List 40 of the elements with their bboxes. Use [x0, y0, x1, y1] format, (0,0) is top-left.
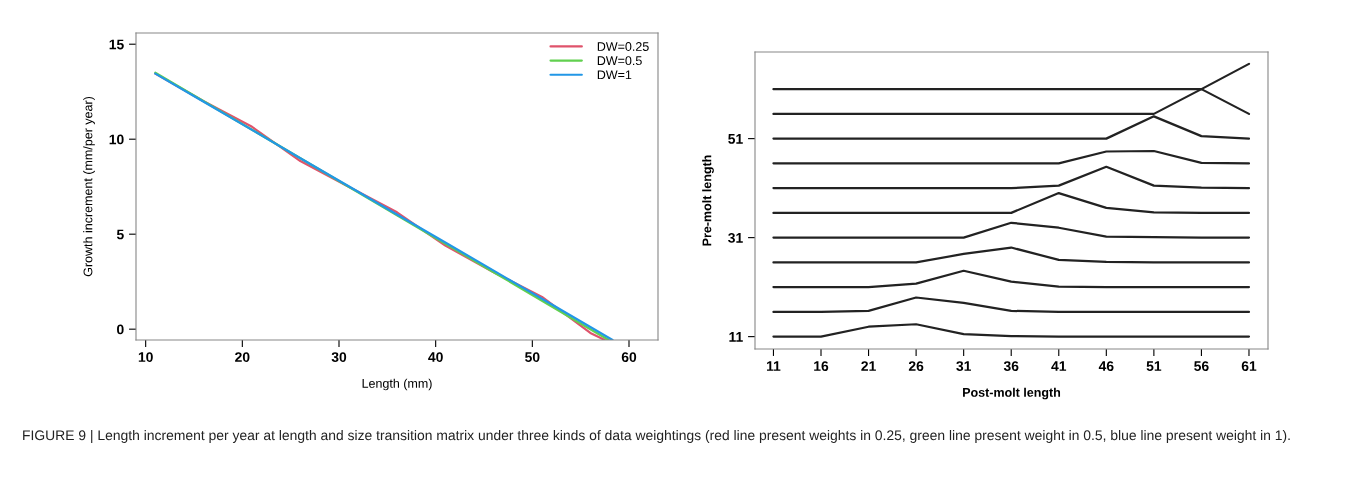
legend-label: DW=0.5 [597, 56, 642, 66]
x-tick-label: 61 [1241, 361, 1257, 372]
line-series [772, 165, 1251, 190]
y-tick-label: 0 [117, 324, 124, 335]
y-tick-label: 51 [728, 134, 743, 144]
y-tick-label: 5 [116, 229, 124, 240]
x-axis-title: Post-molt length [963, 387, 1061, 400]
x-tick-label: 51 [1146, 361, 1162, 372]
line-series [772, 221, 1251, 239]
x-tick-label: 56 [1194, 361, 1209, 372]
x-tick-label: 20 [235, 352, 250, 363]
x-tick-label: 60 [621, 352, 637, 363]
legend-label: DW=0.25 [597, 42, 649, 51]
x-tick-label: 46 [1098, 361, 1114, 372]
line-series [772, 323, 1251, 338]
legend-label: DW=1 [597, 70, 632, 80]
caption: FIGURE 9 | Length increment per year at length and size transition matrix under three kinds of data weightings (red line present weights in 0.25, green line present weight in 0.5, blue line present weight in 1). [23, 430, 1290, 444]
y-tick-label: 15 [109, 39, 124, 50]
line-series [772, 149, 1251, 165]
x-tick-label: 40 [428, 352, 443, 363]
line-series [772, 269, 1251, 289]
x-tick-label: 31 [956, 361, 971, 372]
x-tick-label: 26 [908, 361, 924, 372]
x-tick-label: 50 [525, 352, 540, 363]
y-axis-title: Pre-molt length [702, 155, 714, 246]
y-axis-title: Growth increment (mm/per year) [83, 96, 95, 277]
x-tick-label: 36 [1003, 361, 1019, 372]
y-tick-label: 11 [729, 332, 743, 342]
line-series [772, 246, 1251, 264]
y-tick-label: 31 [728, 232, 743, 243]
x-tick-label: 21 [861, 361, 876, 371]
x-tick-label: 30 [331, 352, 347, 363]
y-tick-label: 10 [109, 134, 124, 145]
x-tick-label: 16 [814, 361, 829, 372]
x-tick-label: 11 [766, 361, 781, 371]
line-series [772, 296, 1251, 313]
x-axis-title: Length (mm) [362, 378, 432, 391]
x-tick-label: 41 [1051, 361, 1067, 371]
x-tick-label: 10 [138, 352, 153, 363]
line-series [772, 191, 1251, 214]
